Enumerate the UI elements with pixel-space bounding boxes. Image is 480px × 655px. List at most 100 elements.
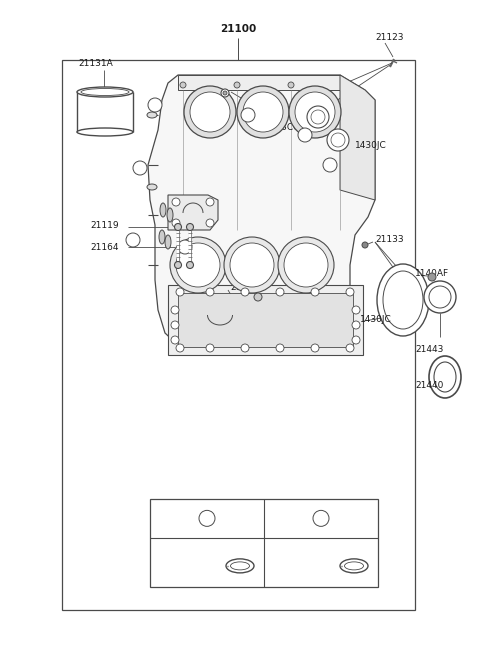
- Text: 21114: 21114: [230, 284, 259, 293]
- Polygon shape: [168, 195, 218, 230]
- Text: 21131A: 21131A: [78, 58, 113, 67]
- Circle shape: [206, 219, 214, 227]
- Text: 1433CE: 1433CE: [270, 107, 305, 117]
- Circle shape: [276, 344, 284, 352]
- Text: 21123: 21123: [375, 33, 404, 43]
- Polygon shape: [340, 75, 375, 200]
- Ellipse shape: [377, 264, 429, 336]
- Circle shape: [346, 288, 354, 296]
- Polygon shape: [178, 75, 340, 90]
- Circle shape: [276, 288, 284, 296]
- Circle shape: [171, 336, 179, 344]
- Circle shape: [278, 237, 334, 293]
- Circle shape: [221, 89, 229, 97]
- Circle shape: [170, 237, 226, 293]
- Text: 1430JC: 1430JC: [360, 316, 392, 324]
- Circle shape: [241, 344, 249, 352]
- Ellipse shape: [383, 271, 423, 329]
- Circle shape: [429, 286, 451, 308]
- Ellipse shape: [226, 559, 254, 573]
- Circle shape: [428, 273, 436, 281]
- Text: 1433CA: 1433CA: [262, 299, 297, 307]
- Ellipse shape: [340, 559, 368, 573]
- Circle shape: [284, 243, 328, 287]
- Text: 21100: 21100: [220, 24, 256, 34]
- Circle shape: [230, 243, 274, 287]
- Circle shape: [176, 243, 220, 287]
- Ellipse shape: [167, 208, 173, 222]
- Text: a: a: [152, 100, 158, 109]
- Text: 1573JK: 1573JK: [274, 553, 305, 561]
- Circle shape: [206, 344, 214, 352]
- Circle shape: [362, 242, 368, 248]
- Text: 1140AF: 1140AF: [415, 269, 449, 278]
- Text: b: b: [302, 130, 308, 140]
- Text: a: a: [130, 236, 136, 244]
- Ellipse shape: [77, 128, 133, 136]
- Circle shape: [237, 86, 289, 138]
- Circle shape: [288, 82, 294, 88]
- Circle shape: [199, 510, 215, 527]
- Circle shape: [424, 281, 456, 313]
- Circle shape: [187, 261, 193, 269]
- Ellipse shape: [159, 230, 165, 244]
- Text: 21713A: 21713A: [160, 571, 195, 580]
- Circle shape: [241, 108, 255, 122]
- Circle shape: [175, 223, 181, 231]
- Circle shape: [352, 321, 360, 329]
- Circle shape: [184, 86, 236, 138]
- Ellipse shape: [429, 356, 461, 398]
- Circle shape: [171, 321, 179, 329]
- Circle shape: [313, 510, 329, 527]
- Circle shape: [175, 261, 181, 269]
- Ellipse shape: [147, 184, 157, 190]
- Circle shape: [307, 106, 329, 128]
- Polygon shape: [148, 75, 375, 355]
- Text: 1430JC: 1430JC: [355, 141, 387, 149]
- Circle shape: [126, 233, 140, 247]
- Circle shape: [352, 336, 360, 344]
- Circle shape: [241, 288, 249, 296]
- Circle shape: [133, 161, 147, 175]
- Circle shape: [289, 86, 341, 138]
- Circle shape: [311, 288, 319, 296]
- Circle shape: [327, 129, 349, 151]
- Ellipse shape: [345, 562, 363, 570]
- Ellipse shape: [434, 362, 456, 392]
- Bar: [178, 293, 353, 347]
- Circle shape: [323, 158, 337, 172]
- Circle shape: [187, 223, 193, 231]
- Circle shape: [298, 128, 312, 142]
- Text: 21164: 21164: [90, 242, 119, 252]
- Circle shape: [176, 288, 184, 296]
- Circle shape: [331, 133, 345, 147]
- Text: b: b: [318, 514, 324, 523]
- Text: 21314A: 21314A: [274, 571, 309, 580]
- Ellipse shape: [81, 88, 129, 96]
- Circle shape: [148, 98, 162, 112]
- Circle shape: [176, 344, 184, 352]
- Text: b: b: [182, 242, 188, 252]
- Bar: [62, 60, 415, 610]
- Ellipse shape: [147, 112, 157, 118]
- Circle shape: [234, 82, 240, 88]
- Circle shape: [171, 306, 179, 314]
- Bar: [150, 499, 378, 587]
- Ellipse shape: [160, 203, 166, 217]
- Text: 21440: 21440: [415, 381, 444, 390]
- Circle shape: [311, 110, 325, 124]
- Text: 22124A: 22124A: [262, 310, 296, 320]
- Text: 1573GF: 1573GF: [160, 553, 195, 561]
- Ellipse shape: [77, 87, 133, 97]
- Circle shape: [311, 344, 319, 352]
- Circle shape: [178, 240, 192, 254]
- Circle shape: [180, 82, 186, 88]
- Ellipse shape: [165, 235, 171, 249]
- Circle shape: [172, 198, 180, 206]
- Text: 21133: 21133: [375, 236, 404, 244]
- Circle shape: [243, 92, 283, 132]
- Text: b: b: [245, 111, 251, 119]
- Circle shape: [352, 306, 360, 314]
- Circle shape: [223, 91, 227, 95]
- Text: a: a: [137, 164, 143, 172]
